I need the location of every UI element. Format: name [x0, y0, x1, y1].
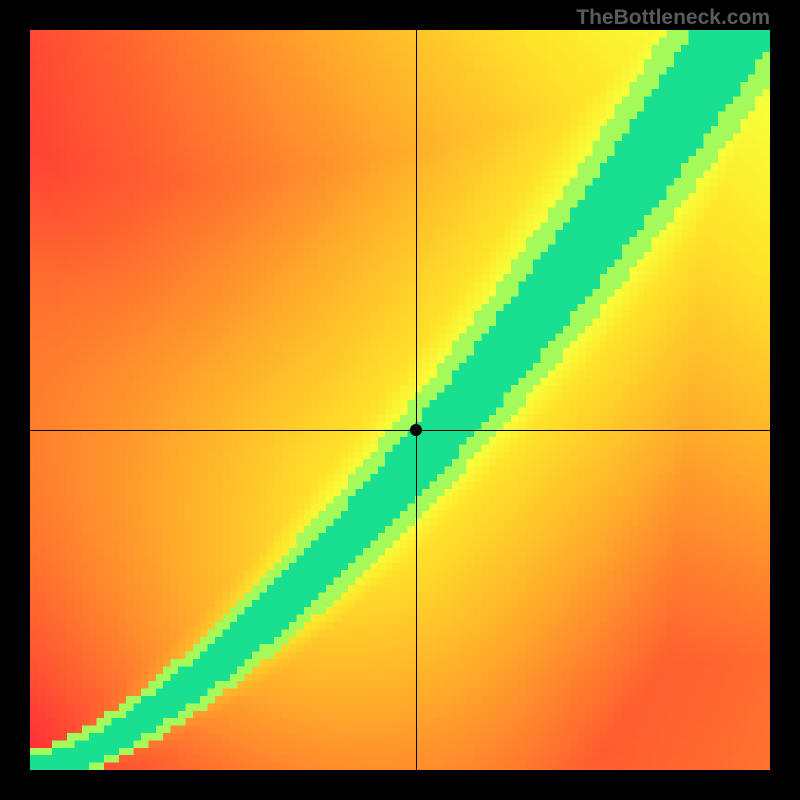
bottleneck-heatmap	[30, 30, 770, 770]
selection-marker-dot	[410, 424, 422, 436]
crosshair-vertical	[416, 30, 417, 770]
watermark-text: TheBottleneck.com	[576, 6, 770, 30]
heatmap-canvas	[30, 30, 770, 770]
crosshair-horizontal	[30, 430, 770, 431]
